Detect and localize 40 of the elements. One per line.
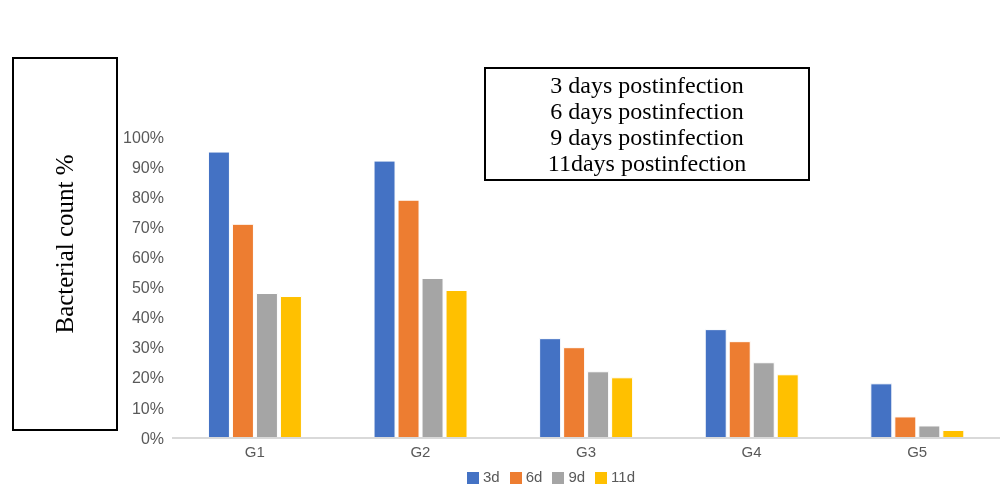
bar [704, 329, 727, 438]
y-tick-label: 40% [131, 309, 164, 327]
y-axis-title: Bacterial count % [51, 154, 79, 334]
y-tick-label: 60% [131, 249, 164, 267]
bar [728, 341, 751, 438]
annotation: 9 days postinfection [550, 124, 744, 150]
y-tick-label: 10% [131, 399, 164, 417]
x-tick-label: G1 [244, 442, 265, 460]
x-tick-label: G4 [741, 442, 762, 460]
y-tick-label: 90% [131, 158, 164, 176]
y-tick-label: 50% [131, 279, 164, 297]
bar [611, 377, 634, 438]
legend-label: 6d [525, 468, 543, 485]
bar [918, 425, 941, 438]
bar [776, 374, 799, 438]
bar [894, 416, 917, 438]
text: 6 days postinfection [550, 98, 744, 124]
bar [870, 383, 893, 438]
x-tick-label: G5 [907, 442, 928, 460]
y-tick-label: 70% [131, 218, 164, 236]
bar [231, 223, 254, 438]
x-tick-label: G3 [575, 442, 597, 460]
y-tick-label: 100% [123, 128, 164, 146]
y-tick-label: 80% [131, 188, 164, 206]
bar [752, 362, 775, 438]
x-tick-label: G2 [410, 442, 431, 460]
legend-label: 11d [611, 468, 635, 485]
y-tick-label: 0% [140, 429, 164, 447]
bar [587, 371, 610, 438]
text: 3 days postinfection [550, 72, 744, 98]
legend-label: 9d [568, 468, 586, 485]
y-tick-label: 20% [131, 369, 164, 387]
bar [255, 293, 278, 438]
bar [207, 151, 230, 438]
bar [563, 347, 586, 438]
legend-label: 3d [483, 468, 500, 485]
bar [539, 338, 562, 438]
y-tick-label: 30% [131, 339, 164, 357]
bar [279, 296, 302, 438]
annotation: 11days postinfection [547, 150, 747, 176]
